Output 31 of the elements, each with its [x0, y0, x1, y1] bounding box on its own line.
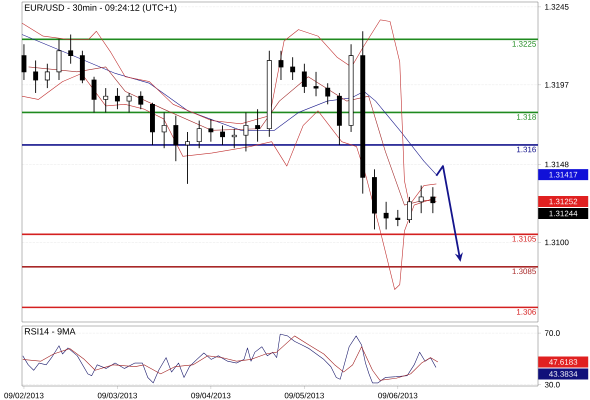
candlestick	[430, 186, 436, 214]
candlestick	[243, 112, 248, 152]
candlestick	[185, 131, 190, 184]
candlestick	[208, 118, 214, 142]
candlestick	[220, 125, 226, 146]
candlestick	[314, 71, 318, 97]
chart-title: RSI14 - 9MA	[24, 328, 76, 335]
candlestick	[56, 38, 62, 80]
candlestick	[126, 92, 132, 113]
candlestick	[278, 50, 284, 80]
candlestick	[162, 112, 167, 149]
candlestick	[395, 209, 400, 227]
candlestick	[407, 196, 412, 224]
candlestick	[290, 56, 296, 80]
candlestick	[33, 60, 38, 94]
candlestick	[255, 108, 260, 142]
candlestick	[173, 115, 178, 162]
candlestick	[302, 63, 307, 94]
candlestick	[114, 88, 120, 110]
candlestick	[44, 63, 50, 89]
candlestick	[384, 201, 389, 230]
candlestick	[325, 82, 330, 105]
line-series	[22, 73, 437, 290]
candlestick	[68, 34, 74, 64]
line-series	[28, 66, 437, 206]
candlestick	[196, 120, 202, 149]
candlestick	[21, 44, 26, 80]
candlestick	[418, 185, 424, 214]
candlestick	[103, 88, 108, 113]
chart-title: EUR/USD - 30min - 09:24:12 (UTC+1)	[24, 4, 176, 13]
candlestick	[92, 76, 96, 113]
